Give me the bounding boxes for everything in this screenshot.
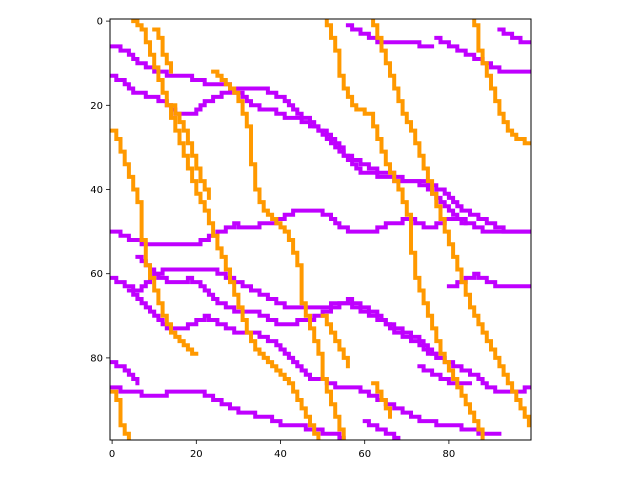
x-tick-label: 60 <box>358 449 371 460</box>
y-tick-label: 40 <box>90 185 103 196</box>
plot-area <box>109 18 532 441</box>
x-tick-label: 0 <box>109 449 115 460</box>
series-1-paths <box>110 19 531 440</box>
y-axis: 0 20 40 60 80 <box>90 17 110 364</box>
y-tick-label: 80 <box>90 353 103 364</box>
series-0-path-10 <box>345 23 435 49</box>
y-tick-label: 20 <box>90 101 103 112</box>
series-1-path-9 <box>320 313 350 369</box>
series-1-path-2 <box>211 69 346 440</box>
y-tick-label: 0 <box>97 17 103 28</box>
series-1-path-10 <box>371 381 392 419</box>
series-0-path-5 <box>126 288 502 436</box>
series-1-path-8 <box>152 27 173 74</box>
series-0-path-4 <box>135 254 443 360</box>
series-1-path-6 <box>169 103 211 200</box>
series-0-path-13 <box>362 419 401 440</box>
x-tick-label: 20 <box>190 449 203 460</box>
series-1-path-5 <box>472 19 531 146</box>
x-tick-label: 40 <box>274 449 287 460</box>
series-0-paths <box>110 23 531 440</box>
series-layer <box>110 19 531 440</box>
y-tick-label: 60 <box>90 269 103 280</box>
x-axis: 0 20 40 60 80 <box>109 440 455 460</box>
series-0-path-9 <box>434 35 531 74</box>
axes-frame <box>109 18 532 441</box>
series-0-path-6 <box>110 385 346 440</box>
series-0-path-3 <box>110 267 531 394</box>
series-1-path-3 <box>324 19 485 440</box>
series-1-path-4 <box>371 19 531 428</box>
series-1-path-1 <box>110 128 199 356</box>
axes-background <box>110 19 531 440</box>
series-0-path-8 <box>110 360 140 386</box>
series-0-path-0 <box>110 44 531 234</box>
x-tick-label: 80 <box>443 449 456 460</box>
series-1-path-0 <box>131 19 321 440</box>
series-1-path-7 <box>110 389 131 440</box>
series-0-path-11 <box>497 27 531 45</box>
series-0-path-2 <box>110 208 531 247</box>
